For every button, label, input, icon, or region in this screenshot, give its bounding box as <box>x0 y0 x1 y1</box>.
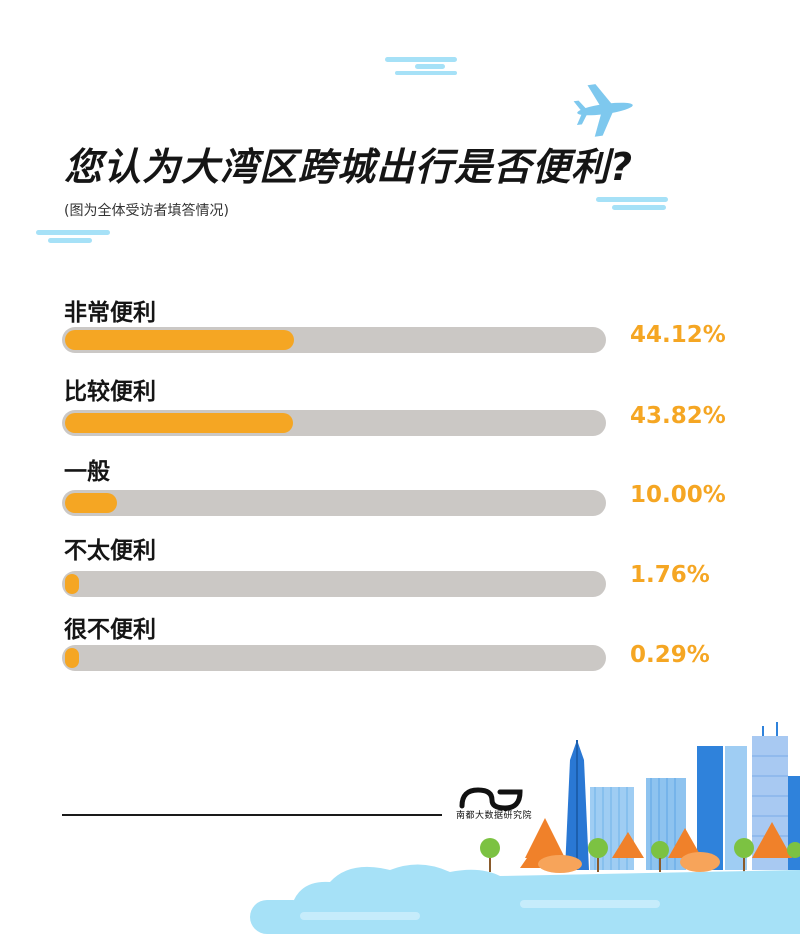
bar-fill <box>65 330 295 350</box>
value-label: 44.12% <box>630 322 726 348</box>
cloud-icon <box>36 230 110 243</box>
category-label: 非常便利 <box>64 300 156 326</box>
brand-name: 南都大数据研究院 <box>456 811 533 821</box>
bar-fill <box>65 648 79 668</box>
bar-fill <box>65 413 293 433</box>
airplane-icon <box>573 84 633 137</box>
city-skyline-illustration <box>480 722 800 873</box>
bar-fill <box>65 493 117 513</box>
category-label: 一般 <box>64 459 110 485</box>
bar-track <box>62 327 606 353</box>
category-label: 比较便利 <box>64 379 156 405</box>
cloud-icon <box>596 197 668 210</box>
category-label: 不太便利 <box>64 538 156 564</box>
value-label: 0.29% <box>630 642 710 668</box>
brand-logo-icon <box>459 787 523 811</box>
bar-track <box>62 490 606 516</box>
bar-track <box>62 645 606 671</box>
value-label: 43.82% <box>630 403 726 429</box>
cloud-icon <box>250 864 800 934</box>
value-label: 1.76% <box>630 562 710 588</box>
category-label: 很不便利 <box>64 617 156 643</box>
chart-subtitle: (图为全体受访者填答情况) <box>64 203 229 219</box>
cloud-icon <box>385 57 457 75</box>
value-label: 10.00% <box>630 482 726 508</box>
divider-line <box>62 814 442 816</box>
bar-track <box>62 571 606 597</box>
chart-title: 您认为大湾区跨城出行是否便利? <box>64 145 634 189</box>
bar-fill <box>65 574 79 594</box>
bar-track <box>62 410 606 436</box>
